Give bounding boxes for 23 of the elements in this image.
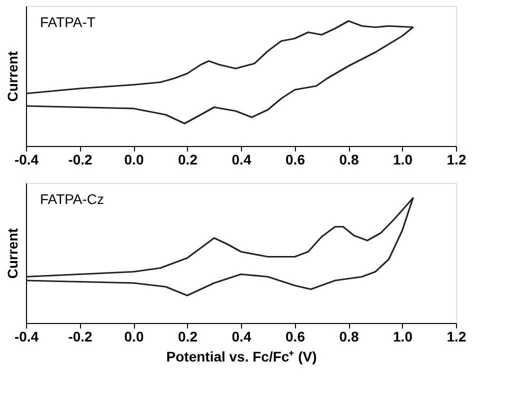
x-tick-label: -0.4 bbox=[14, 328, 39, 344]
x-tick-label: 1.2 bbox=[446, 152, 466, 168]
annotation: FATPA-T bbox=[40, 14, 96, 30]
x-tick-label: 1.2 bbox=[446, 328, 466, 344]
x-axis-title: Potential vs. Fc/Fc⁺ (V) bbox=[166, 348, 317, 364]
y-axis-title: Current bbox=[4, 50, 20, 102]
annotation: FATPA-Cz bbox=[40, 191, 104, 207]
x-tick-label: 1.0 bbox=[393, 328, 413, 344]
x-tick-label: 0.8 bbox=[339, 152, 359, 168]
x-tick-label: 0.6 bbox=[286, 152, 306, 168]
x-tick-label: 0.8 bbox=[339, 328, 359, 344]
x-tick-label: -0.2 bbox=[68, 152, 93, 168]
x-tick-label: 0.4 bbox=[232, 328, 252, 344]
x-tick-label: 0.2 bbox=[178, 328, 198, 344]
x-tick-label: 0.4 bbox=[232, 152, 252, 168]
x-tick-label: 1.0 bbox=[393, 152, 413, 168]
y-axis-title: Current bbox=[4, 228, 20, 279]
x-tick-label: 0.6 bbox=[286, 328, 306, 344]
x-tick-label: 0.0 bbox=[124, 328, 144, 344]
x-tick-label: 0.2 bbox=[178, 152, 198, 168]
x-tick-label: 0.0 bbox=[124, 152, 144, 168]
x-tick-label: -0.2 bbox=[68, 328, 93, 344]
x-tick-label: -0.4 bbox=[14, 152, 39, 168]
